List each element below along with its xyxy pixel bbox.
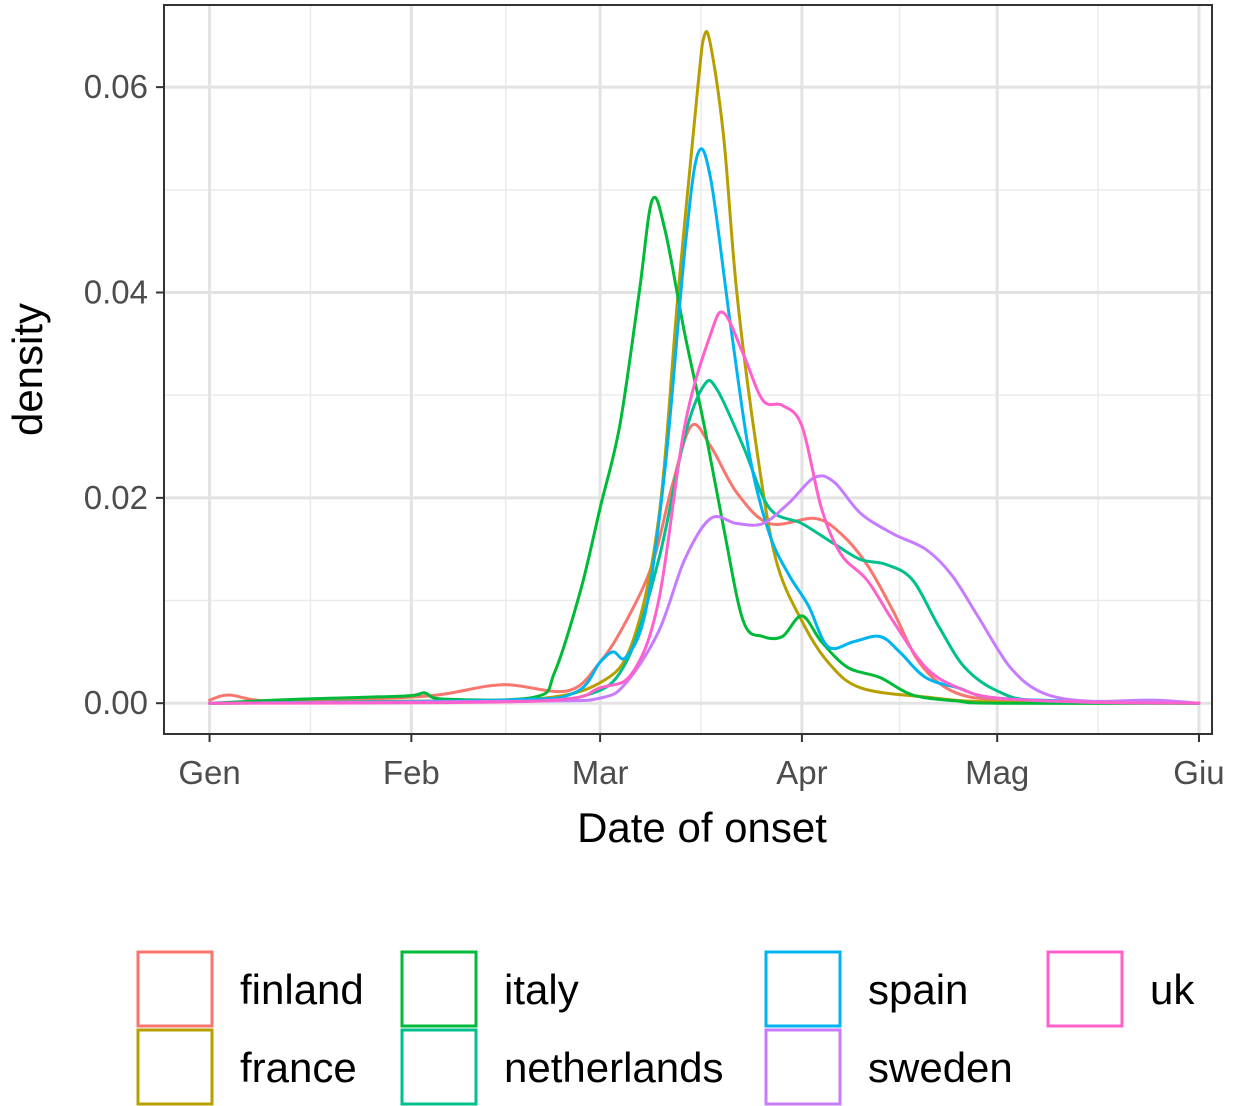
plot-panel-border — [163, 4, 1213, 735]
x-tick-label: Mag — [965, 754, 1029, 791]
x-tick-label: Mar — [572, 754, 629, 791]
legend-label-spain: spain — [868, 966, 968, 1013]
x-tick-label: Apr — [776, 754, 827, 791]
y-axis: 0.00 0.02 0.04 0.06 — [84, 68, 164, 721]
x-tick-label: Giu — [1173, 754, 1224, 791]
x-tick-label: Feb — [383, 754, 440, 791]
y-axis-title: density — [4, 303, 51, 436]
legend-key-spain — [764, 950, 842, 1028]
legend-label-netherlands: netherlands — [504, 1044, 724, 1091]
legend-label-france: france — [240, 1044, 357, 1091]
legend-label-sweden: sweden — [868, 1044, 1013, 1091]
legend-key-finland — [136, 950, 214, 1028]
legend-key-netherlands — [400, 1028, 478, 1106]
legend-key-italy — [400, 950, 478, 1028]
series-line-france — [208, 30, 1201, 705]
series-line-finland — [208, 422, 1201, 705]
legend-label-uk: uk — [1150, 966, 1195, 1013]
series-lines — [208, 30, 1201, 705]
y-tick-label: 0.02 — [84, 479, 148, 516]
y-tick-label: 0.04 — [84, 273, 148, 310]
grid — [164, 5, 1212, 734]
y-tick-label: 0.06 — [84, 68, 148, 105]
series-line-italy — [208, 195, 1201, 705]
x-axis: Gen Feb Mar Apr Mag Giu — [178, 734, 1225, 791]
legend-key-sweden — [764, 1028, 842, 1106]
legend-label-finland: finland — [240, 966, 364, 1013]
series-line-uk — [208, 310, 1201, 705]
y-tick-label: 0.00 — [84, 684, 148, 721]
legend: finland france italy netherlands spain sweden… — [136, 950, 1195, 1106]
legend-key-uk — [1046, 950, 1124, 1028]
legend-key-france — [136, 1028, 214, 1106]
series-line-sweden — [208, 474, 1201, 705]
x-axis-title: Date of onset — [577, 804, 827, 851]
legend-label-italy: italy — [504, 966, 579, 1013]
x-tick-label: Gen — [178, 754, 240, 791]
